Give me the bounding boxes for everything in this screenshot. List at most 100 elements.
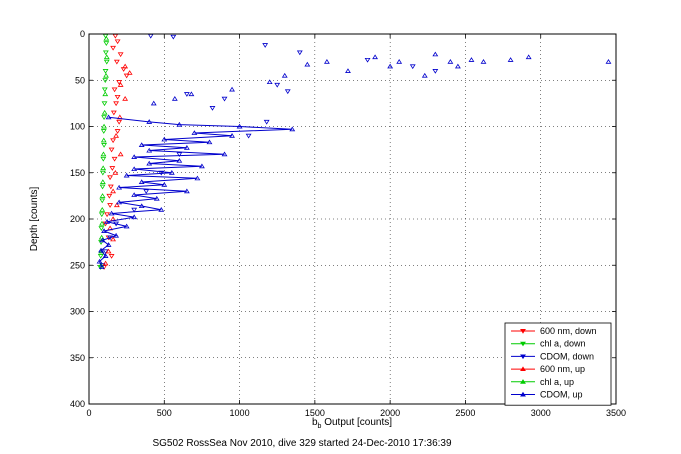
data-point	[98, 234, 105, 240]
data-point	[206, 139, 213, 145]
data-point	[114, 39, 121, 45]
data-point	[199, 163, 205, 169]
data-point	[100, 165, 107, 171]
data-point	[525, 54, 532, 60]
data-point	[262, 43, 269, 48]
data-point	[131, 214, 138, 220]
data-point	[421, 72, 428, 78]
data-point	[188, 91, 195, 97]
y-tick-label: 100	[70, 122, 85, 132]
data-point	[110, 236, 117, 242]
data-point	[447, 59, 454, 64]
data-point	[105, 242, 112, 247]
data-point	[409, 64, 416, 70]
series-line	[98, 116, 293, 268]
legend-label: chl a, down	[540, 339, 586, 349]
legend-label: CDOM, down	[540, 351, 594, 361]
data-point	[143, 189, 150, 194]
data-point	[108, 210, 115, 216]
legend-swatch-marker	[520, 341, 526, 347]
data-point	[113, 232, 120, 238]
data-point	[103, 35, 110, 41]
data-point	[99, 220, 105, 226]
data-point	[112, 33, 119, 39]
data-point	[114, 94, 121, 100]
y-tick-label: 400	[70, 399, 85, 409]
data-point	[102, 91, 109, 97]
data-point	[263, 119, 270, 125]
data-point	[161, 182, 168, 187]
data-point	[131, 207, 138, 213]
data-point	[117, 151, 124, 157]
data-point	[97, 265, 104, 270]
data-point	[170, 34, 177, 40]
data-point	[117, 82, 124, 87]
data-point	[191, 130, 198, 135]
data-point	[107, 175, 114, 181]
legend-swatch-marker	[520, 354, 526, 360]
data-point	[221, 151, 228, 157]
data-point	[98, 247, 104, 253]
data-point	[146, 160, 153, 166]
x-tick-label: 3000	[531, 408, 551, 418]
data-point	[103, 54, 110, 60]
data-point	[183, 145, 190, 150]
data-point	[114, 129, 121, 134]
data-point	[100, 156, 107, 162]
data-point	[105, 248, 112, 254]
figure-caption: SG502 RossSea Nov 2010, dive 329 started…	[152, 438, 452, 449]
data-point	[101, 109, 108, 115]
data-point	[387, 63, 394, 69]
series-3	[102, 63, 133, 266]
legend-swatch-marker	[520, 391, 526, 397]
data-point	[103, 59, 110, 65]
data-point	[605, 59, 612, 64]
data-point	[110, 45, 117, 51]
data-point	[101, 143, 107, 148]
data-point	[100, 129, 107, 134]
data-point	[116, 184, 123, 190]
x-tick-label: 1000	[230, 408, 250, 418]
legend-label: CDOM, up	[540, 390, 583, 400]
data-point	[102, 69, 109, 74]
data-point	[266, 79, 273, 85]
data-point	[432, 69, 439, 74]
x-tick-label: 2500	[455, 408, 475, 418]
data-point	[480, 59, 487, 64]
data-point	[168, 170, 175, 175]
data-point	[138, 142, 145, 147]
data-point	[103, 41, 110, 46]
series-6	[150, 51, 612, 106]
legend-swatch-marker	[520, 329, 526, 334]
data-point	[146, 119, 153, 124]
data-point	[102, 78, 109, 83]
data-point	[116, 80, 123, 85]
x-axis-label: bb Output [counts]	[312, 417, 392, 430]
data-point	[108, 254, 115, 259]
data-point	[296, 50, 303, 56]
data-point	[209, 106, 216, 111]
data-point	[116, 119, 123, 125]
data-point	[122, 63, 129, 69]
data-point	[123, 223, 130, 229]
data-point	[153, 195, 160, 201]
y-tick-label: 300	[70, 307, 85, 317]
data-point	[229, 86, 235, 92]
data-point	[176, 152, 183, 157]
data-point	[131, 154, 138, 159]
data-point	[274, 82, 281, 88]
data-point	[113, 59, 120, 65]
data-point	[183, 188, 190, 194]
series-0	[101, 33, 130, 270]
data-point	[147, 33, 154, 39]
data-point	[103, 72, 109, 78]
y-tick-label: 150	[70, 168, 85, 178]
x-tick-label: 0	[86, 408, 91, 418]
data-point	[110, 188, 117, 194]
data-point	[111, 87, 118, 93]
data-point	[146, 147, 153, 153]
data-point	[99, 198, 106, 204]
data-point	[111, 156, 118, 162]
data-point	[123, 73, 130, 79]
